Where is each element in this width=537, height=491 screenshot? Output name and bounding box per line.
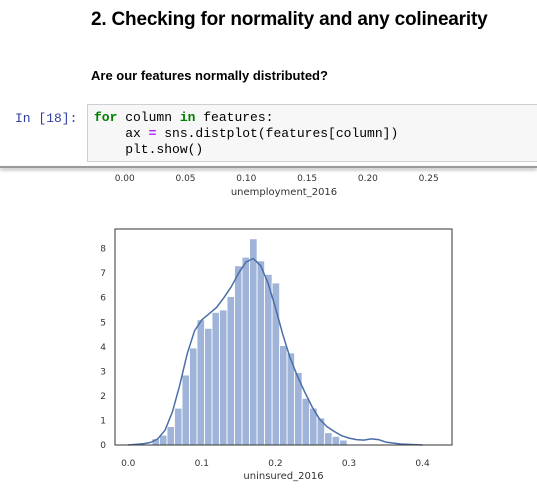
histogram-bar	[159, 434, 168, 446]
x-axis-label: unemployment_2016	[231, 187, 337, 198]
code-token: plt.show()	[94, 142, 204, 157]
output-scroll-divider	[0, 166, 537, 168]
histogram-bar	[241, 256, 250, 446]
x-tick-label: 0.20	[358, 174, 378, 184]
y-tick-label: 2	[100, 392, 106, 402]
histogram-bar	[204, 328, 213, 446]
plot-frame	[114, 228, 453, 446]
code-editor[interactable]: for column in features: ax = sns.distplo…	[94, 110, 398, 158]
x-tick-label: 0.4	[415, 459, 430, 469]
kde-curve	[128, 257, 423, 446]
code-token-op: =	[148, 126, 157, 141]
y-tick-label: 0	[100, 441, 106, 451]
histogram-bar	[234, 265, 243, 446]
y-tick-label: 3	[100, 367, 106, 377]
x-tick-label: 0.0	[121, 459, 136, 469]
uninsured-histogram-plot: 0 1 2 3 4 5 6 7 8 0.0 0.1 0.2 0.3 0.4 uninsured_2016	[100, 228, 453, 482]
histogram-bar	[196, 319, 205, 446]
histogram-bar	[324, 432, 333, 446]
code-token-kw: for	[94, 110, 118, 125]
x-tick-label: 0.3	[342, 459, 356, 469]
histogram-bar	[211, 312, 220, 446]
input-prompt: In [18]:	[15, 111, 78, 126]
y-tick-label: 8	[100, 245, 106, 255]
x-tick-label: 0.25	[419, 174, 439, 184]
code-token: column	[117, 110, 180, 125]
code-token: sns.distplot(features[column])	[156, 126, 399, 141]
x-tick-label: 0.15	[297, 174, 317, 184]
code-line: plt.show()	[94, 142, 203, 157]
y-tick-label: 5	[100, 318, 106, 328]
code-cell[interactable]: for column in features: ax = sns.distplo…	[87, 104, 537, 162]
histogram-bar	[339, 439, 348, 446]
histogram-bar	[181, 374, 190, 446]
x-tick-label: 0.2	[268, 459, 282, 469]
y-tick-label: 1	[100, 416, 106, 426]
histogram-bar	[256, 260, 265, 446]
histogram-bar	[166, 426, 175, 446]
histogram-bar	[264, 274, 273, 446]
x-axis-label: uninsured_2016	[243, 471, 323, 482]
y-tick-label: 6	[100, 294, 106, 304]
histogram-bar	[316, 417, 326, 446]
code-token: features:	[195, 110, 274, 125]
histogram-bar	[249, 238, 258, 446]
section-heading: 2. Checking for normality and any coline…	[91, 9, 488, 30]
histogram-bar	[189, 347, 198, 446]
histogram-bar	[174, 407, 183, 446]
x-tick-label: 0.05	[175, 174, 195, 184]
histogram-bar	[219, 309, 228, 446]
code-token-kw: in	[179, 110, 196, 125]
histogram-bar	[301, 397, 311, 446]
histogram-bar	[279, 345, 288, 446]
unemployment-plot-remnant: 0.00 0.05 0.10 0.15 0.20 0.25 unemployment_201…	[115, 174, 439, 198]
y-tick-label: 7	[100, 269, 106, 279]
x-tick-label: 0.00	[115, 174, 135, 184]
histogram-bar	[226, 296, 235, 446]
code-line: ax = sns.distplot(features[column])	[94, 126, 398, 141]
y-tick-label: 4	[100, 343, 106, 353]
code-line: for column in features:	[94, 110, 273, 125]
x-tick-label: 0.1	[195, 459, 209, 469]
question-heading: Are our features normally distributed?	[91, 68, 328, 83]
code-token: ax	[94, 126, 149, 141]
x-tick-label: 0.10	[236, 174, 256, 184]
histogram-bar	[331, 436, 341, 446]
